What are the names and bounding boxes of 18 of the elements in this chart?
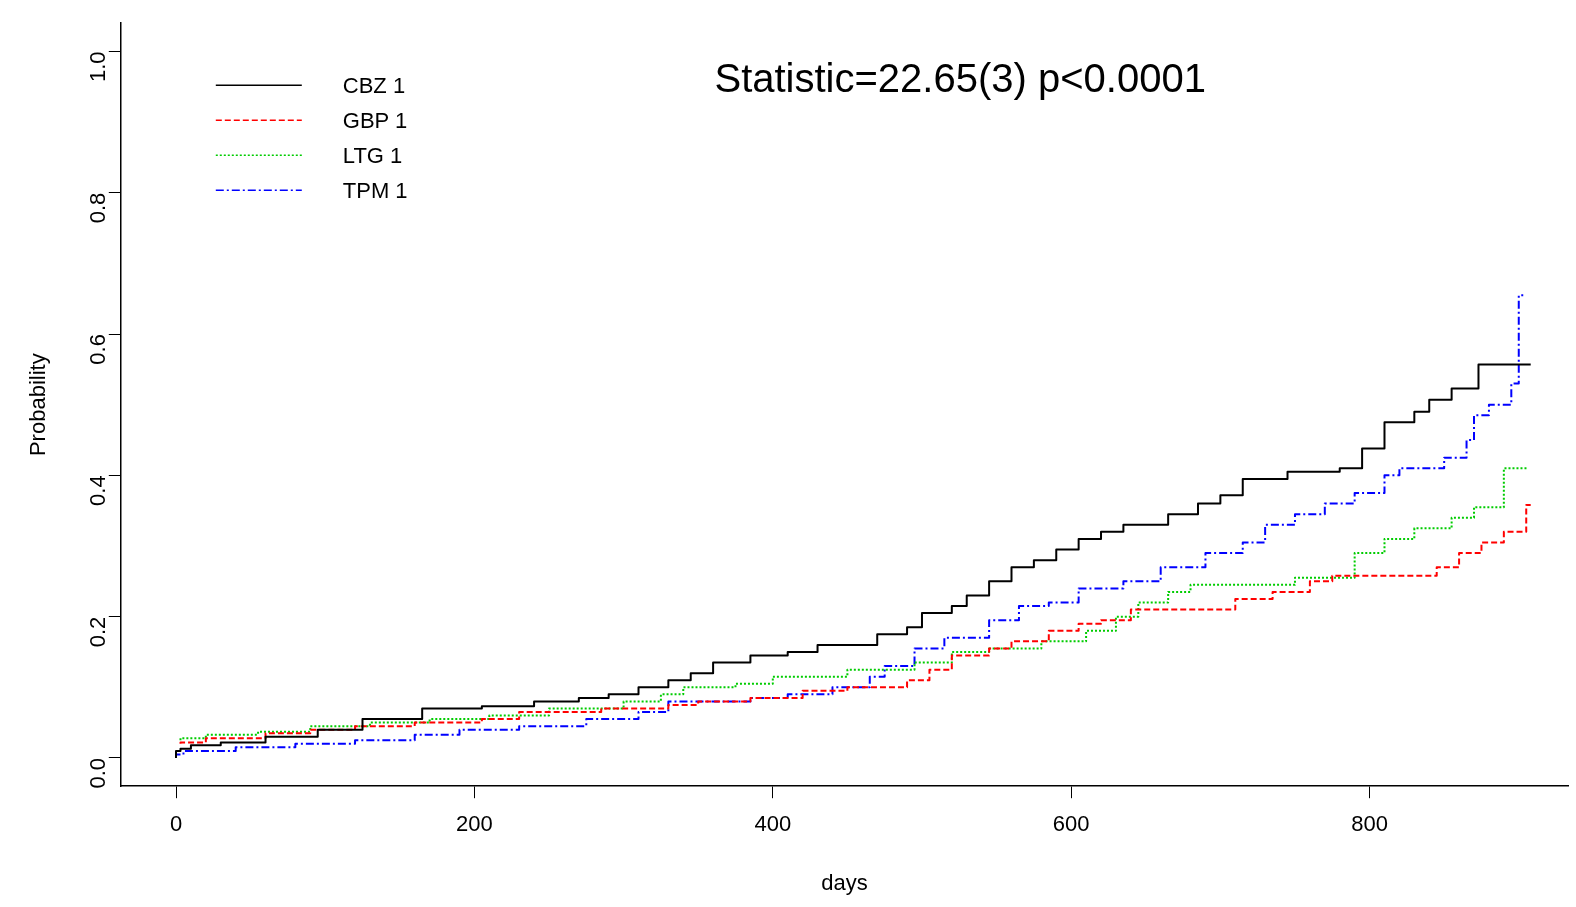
annotation: Statistic=22.65(3) p<0.0001: [714, 56, 1206, 101]
x-tick-label: 0: [169, 811, 183, 837]
y-tick-label: 0.2: [84, 616, 110, 648]
x-tick-label: 400: [754, 811, 792, 837]
legend-label: CBZ 1: [342, 73, 406, 99]
legend-label: TPM 1: [342, 178, 408, 204]
y-tick-label: 0.6: [84, 334, 110, 365]
x-tick-label: 200: [456, 811, 493, 837]
x-tick-label: 600: [1052, 811, 1090, 837]
y-tick-label: 0.4: [84, 475, 110, 506]
legend-label: GBP 1: [342, 108, 408, 134]
y-axis-title: Probability: [25, 353, 51, 457]
y-tick-label: 1.0: [84, 51, 110, 83]
legend-label: LTG 1: [342, 143, 403, 169]
y-tick-label: 0.8: [84, 192, 110, 224]
x-tick-label: 800: [1351, 811, 1388, 837]
y-tick-label: 0.0: [84, 757, 110, 789]
x-axis-title: days: [821, 869, 868, 895]
